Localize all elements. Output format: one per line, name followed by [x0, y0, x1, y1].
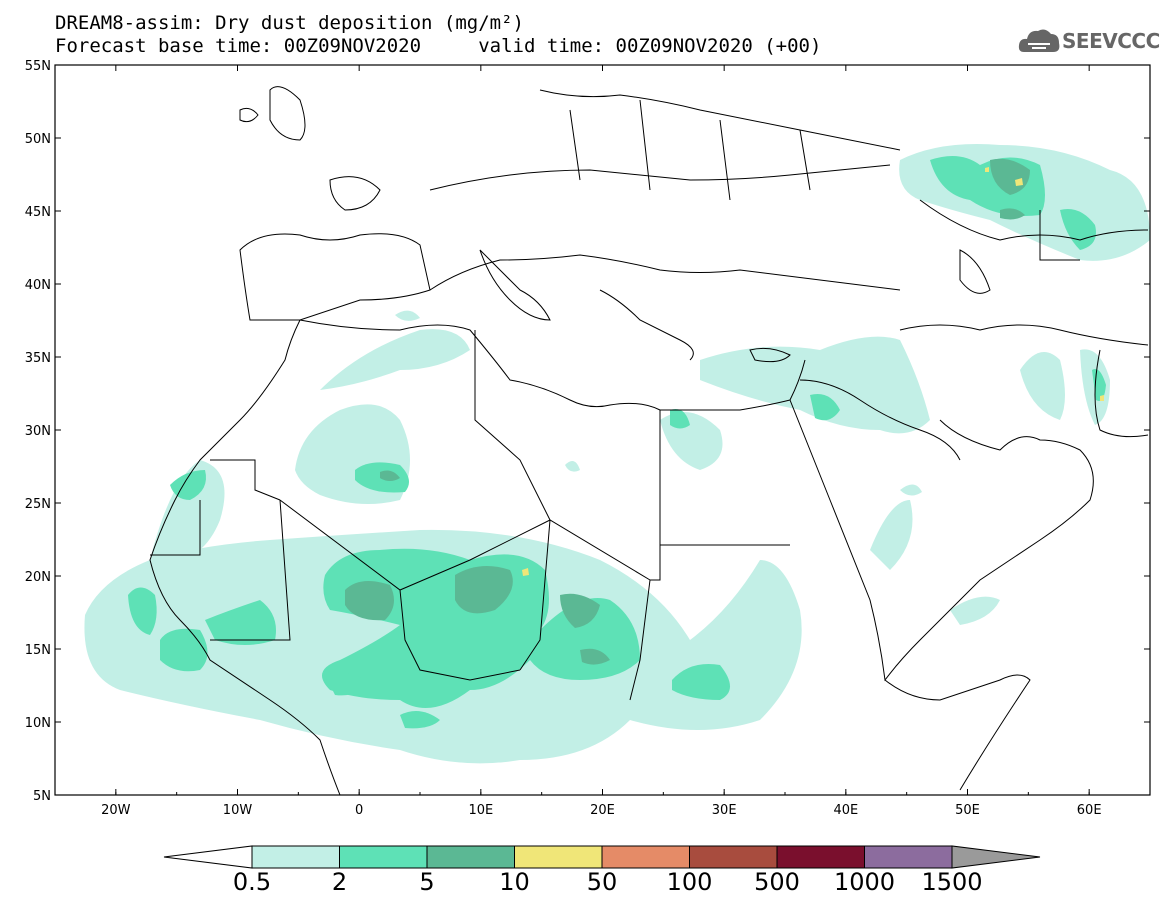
lon-tick-label: 40E: [833, 803, 858, 818]
coastlines: [149, 86, 1149, 795]
colorbar-label: 500: [754, 868, 800, 896]
colorbar-bin: [514, 845, 603, 869]
lat-tick-label: 50N: [25, 132, 51, 147]
lon-tick-label: 60E: [1077, 803, 1102, 818]
colorbar-bin: [251, 845, 340, 869]
longitude-axis: 20W 10W 0 10E 20E 30E 40E 50E 60E: [54, 65, 1151, 818]
lon-tick-label: 50E: [955, 803, 980, 818]
map-title-line1: DREAM8-assim: Dry dust deposition (mg/m²…: [55, 12, 524, 34]
colorbar-label: 1000: [833, 868, 896, 896]
colorbar-bin: [776, 845, 865, 869]
colorbar-label: 1500: [921, 868, 983, 896]
lat-tick-label: 55N: [25, 59, 51, 74]
colorbar-label: 100: [666, 868, 713, 896]
lon-tick-label: 20W: [101, 803, 131, 818]
lon-tick-label: 10W: [223, 803, 253, 818]
lat-tick-label: 5N: [33, 789, 51, 804]
colorbar-bin: [426, 845, 515, 869]
lat-tick-label: 25N: [25, 497, 51, 512]
lat-tick-label: 10N: [25, 716, 51, 731]
dust-deposition-field: [84, 144, 1150, 764]
logo-text: SEEVCCC: [1062, 29, 1160, 53]
lat-tick-label: 15N: [25, 643, 51, 658]
lon-tick-label: 20E: [590, 803, 615, 818]
colorbar: [163, 845, 1041, 869]
map-title-line2: Forecast base time: 00Z09NOV2020 valid t…: [55, 35, 822, 57]
colorbar-label: 10: [499, 868, 530, 896]
colorbar-label: 2: [331, 868, 348, 896]
lon-tick-label: 0: [355, 803, 363, 818]
latitude-axis: 55N 50N 45N 40N 35N 30N 25N 20N 15N 10N 5N: [25, 59, 1150, 804]
lat-tick-label: 20N: [25, 570, 51, 585]
lon-tick-label: 30E: [712, 803, 737, 818]
colorbar-label: 5: [419, 868, 435, 896]
colorbar-label: 50: [586, 868, 618, 896]
lat-tick-label: 30N: [25, 424, 51, 439]
colorbar-bin: [339, 845, 428, 869]
colorbar-label: 0.5: [232, 868, 272, 896]
lat-tick-label: 35N: [25, 351, 51, 366]
lat-tick-label: 45N: [25, 205, 51, 220]
colorbar-bin: [689, 845, 778, 869]
colorbar-bin: [864, 845, 953, 869]
lon-tick-label: 10E: [468, 803, 493, 818]
cloud-icon: [1018, 29, 1060, 52]
lat-tick-label: 40N: [25, 278, 51, 293]
colorbar-bin: [601, 845, 690, 869]
colorbar-over-triangle: [951, 845, 1041, 869]
colorbar-under-triangle: [163, 845, 253, 869]
